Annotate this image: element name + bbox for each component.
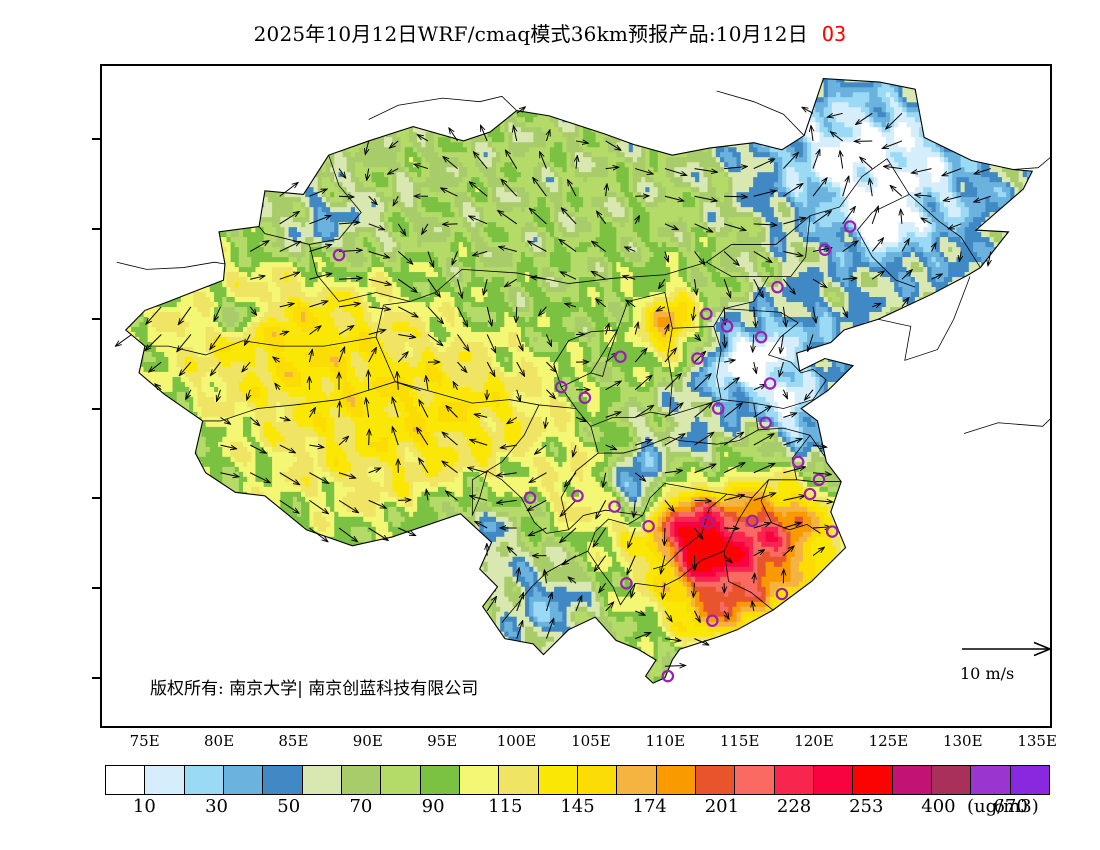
city-marker: [332, 248, 346, 262]
ozone-concentration-map: [102, 77, 1050, 684]
lon-tick-130E: 130E: [943, 732, 983, 750]
species-label: O3: [822, 22, 846, 46]
city-marker: [771, 280, 784, 294]
colorbar-swatch-22: [971, 766, 1011, 794]
colorbar-label-50: 50: [277, 796, 300, 817]
colorbar-swatch-6: [341, 766, 382, 794]
city-marker: [843, 220, 857, 233]
city-marker: [803, 487, 817, 501]
lon-tick-105E: 105E: [571, 732, 611, 750]
city-marker: [554, 380, 568, 394]
colorbar-swatch-2: [184, 766, 224, 794]
colorbar-swatch-11: [538, 766, 578, 794]
lon-tick-120E: 120E: [794, 732, 834, 750]
page-title: 2025年10月12日WRF/cmaq模式36km预报产品:10月12日 O3: [0, 18, 1100, 47]
colorbar-swatch-19: [853, 766, 893, 794]
lat-tick-mark: [92, 407, 100, 410]
colorbar-swatch-21: [931, 766, 972, 794]
city-marker: [701, 516, 715, 529]
colorbar-swatch-9: [459, 766, 500, 794]
city-marker: [720, 320, 734, 333]
colorbar-swatch-20: [892, 766, 932, 794]
city-marker: [791, 455, 805, 469]
lat-tick-mark: [92, 228, 100, 231]
colorbar-unit: (ug/m3): [967, 796, 1039, 817]
colorbar-swatch-8: [420, 766, 460, 794]
colorbar-swatch-17: [774, 766, 814, 794]
colorbar-swatch-12: [577, 766, 618, 794]
colorbar-swatch-3: [223, 766, 264, 794]
colorbar-swatch-4: [263, 766, 303, 794]
city-marker: [523, 491, 537, 504]
lon-tick-100E: 100E: [497, 732, 537, 750]
colorbar-swatch-7: [381, 766, 421, 794]
colorbar-label-145: 145: [560, 796, 594, 817]
province-borders: [116, 90, 1050, 623]
city-marker: [754, 330, 768, 344]
lon-tick-125E: 125E: [869, 732, 909, 750]
colorbar-label-90: 90: [422, 796, 445, 817]
colorbar-swatch-14: [656, 766, 696, 794]
city-marker: [812, 473, 826, 487]
colorbar-label-400: 400: [921, 796, 955, 817]
city-marker-layer: [332, 220, 857, 683]
colorbar-swatch-5: [302, 766, 342, 794]
lat-tick-mark: [92, 317, 100, 320]
copyright-notice: 版权所有: 南京大学| 南京创蓝科技有限公司: [150, 674, 478, 699]
colorbar-label-115: 115: [488, 796, 522, 817]
colorbar-label-670: 670: [993, 796, 1027, 817]
colorbar-swatch-1: [145, 766, 185, 794]
city-marker: [763, 377, 777, 390]
colorbar-swatch-0: [106, 766, 146, 794]
colorbar-swatch-15: [695, 766, 736, 794]
arrow-right-icon: [962, 641, 1053, 657]
colorbar-swatch-23: [1010, 766, 1049, 794]
city-marker: [700, 307, 713, 321]
title-text: 2025年10月12日WRF/cmaq模式36km预报产品:10月12日: [254, 22, 808, 46]
lon-tick-90E: 90E: [353, 732, 383, 750]
lon-tick-95E: 95E: [427, 732, 457, 750]
lat-tick-mark: [92, 676, 100, 679]
city-marker: [661, 669, 675, 683]
colorbar-swatch-13: [617, 766, 657, 794]
lon-tick-135E: 135E: [1017, 732, 1057, 750]
colorbar-label-10: 10: [133, 796, 156, 817]
city-marker: [745, 514, 759, 528]
lat-tick-mark: [92, 497, 100, 500]
lat-tick-mark: [92, 587, 100, 590]
lon-tick-115E: 115E: [720, 732, 760, 750]
city-marker: [775, 587, 789, 601]
colorbar-label-70: 70: [349, 796, 372, 817]
colorbar-label-174: 174: [633, 796, 667, 817]
lon-tick-80E: 80E: [204, 732, 234, 750]
colorbar-swatch-18: [813, 766, 854, 794]
city-marker: [571, 489, 584, 503]
wind-scale-key: 10 m/s: [960, 640, 1070, 683]
city-marker: [711, 402, 725, 415]
city-marker: [642, 519, 655, 533]
colorbar-label-201: 201: [705, 796, 739, 817]
colorbar-swatch-10: [499, 766, 539, 794]
colorbar-label-253: 253: [849, 796, 883, 817]
lon-tick-85E: 85E: [278, 732, 308, 750]
colorbar-label-30: 30: [205, 796, 228, 817]
colorbar-swatch-16: [735, 766, 775, 794]
wind-scale-label: 10 m/s: [960, 664, 1070, 683]
wind-vector-field: [116, 107, 991, 666]
city-marker: [608, 500, 621, 513]
city-marker: [818, 243, 832, 256]
city-marker: [825, 525, 839, 538]
city-marker: [691, 352, 704, 365]
city-marker: [759, 416, 772, 429]
map-plot-area: [100, 64, 1052, 728]
city-marker: [614, 350, 627, 363]
colorbar-label-228: 228: [777, 796, 811, 817]
city-marker: [578, 391, 592, 405]
lon-tick-75E: 75E: [130, 732, 160, 750]
colorbar: [105, 765, 1050, 795]
city-marker: [620, 577, 633, 590]
lon-tick-110E: 110E: [645, 732, 685, 750]
lat-tick-mark: [92, 138, 100, 141]
city-marker: [706, 614, 719, 627]
